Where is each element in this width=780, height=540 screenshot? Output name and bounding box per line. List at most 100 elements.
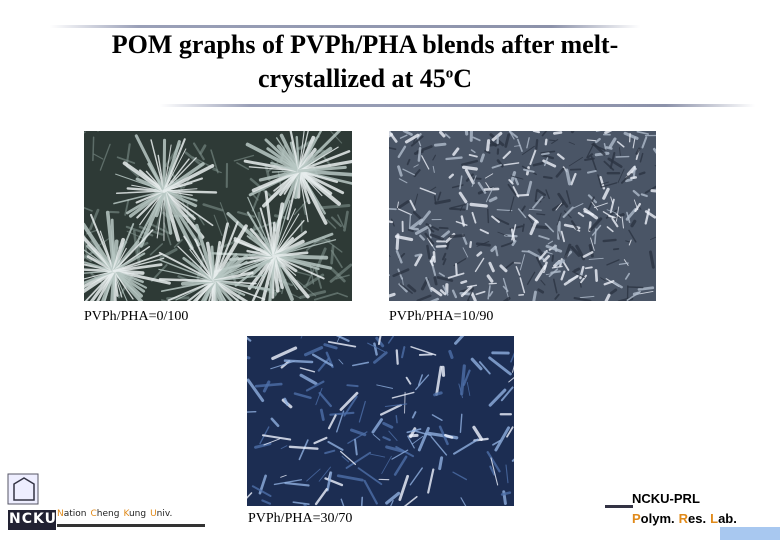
- streak: [337, 214, 345, 228]
- streak: [639, 291, 654, 295]
- streak: [471, 175, 477, 187]
- streak: [620, 172, 632, 184]
- streak: [439, 289, 447, 296]
- streak: [162, 189, 218, 194]
- streak: [433, 142, 447, 147]
- streak: [251, 254, 276, 301]
- streak: [415, 374, 430, 391]
- streak: [182, 256, 216, 283]
- caption: PVPh/PHA=30/70: [248, 511, 353, 526]
- streak: [579, 295, 595, 299]
- streak: [199, 144, 207, 155]
- streak: [233, 154, 255, 162]
- streak: [251, 485, 272, 497]
- streak: [99, 143, 111, 171]
- streak: [389, 220, 394, 224]
- streak: [635, 147, 641, 155]
- streak: [618, 147, 621, 156]
- streak: [409, 467, 423, 486]
- streak: [608, 215, 616, 219]
- streak: [150, 139, 165, 192]
- streak: [444, 433, 454, 439]
- streak: [508, 131, 515, 140]
- streak: [398, 474, 410, 502]
- streak: [398, 178, 408, 184]
- streak: [385, 445, 405, 453]
- streak: [113, 270, 128, 301]
- streak: [485, 182, 490, 189]
- streak: [112, 269, 144, 301]
- streak: [591, 201, 599, 211]
- streak: [427, 224, 433, 231]
- streak: [432, 250, 436, 263]
- streak: [442, 258, 447, 266]
- streak: [389, 132, 394, 138]
- streak: [577, 212, 585, 218]
- streak: [579, 281, 582, 288]
- streak: [536, 188, 547, 197]
- streak: [500, 491, 512, 496]
- streak: [553, 131, 563, 135]
- streak: [488, 388, 507, 407]
- streak: [607, 157, 623, 169]
- streak: [601, 182, 618, 188]
- streak: [441, 252, 447, 261]
- streak: [486, 451, 501, 473]
- title-text: crystallized at 45: [257, 64, 446, 93]
- streak: [555, 259, 565, 266]
- streak: [391, 391, 415, 399]
- streak: [648, 250, 655, 269]
- streak: [431, 414, 443, 421]
- streak: [396, 201, 399, 209]
- streak: [429, 297, 440, 301]
- streak: [587, 170, 597, 174]
- streak: [403, 495, 418, 506]
- streak: [84, 269, 116, 285]
- streak: [163, 148, 187, 192]
- streak: [112, 269, 171, 285]
- streak: [510, 352, 514, 363]
- streak: [397, 208, 412, 216]
- title-line-1: POM graphs of PVPh/PHA blends after melt…: [111, 30, 619, 59]
- streak: [211, 252, 276, 258]
- streak: [162, 189, 198, 208]
- streak: [297, 169, 341, 206]
- streak: [472, 425, 484, 441]
- streak: [436, 276, 454, 282]
- streak: [586, 139, 597, 142]
- streak: [630, 176, 638, 180]
- streak: [624, 272, 631, 280]
- streak: [92, 136, 95, 162]
- streak: [460, 285, 473, 298]
- streak: [296, 271, 311, 276]
- streak: [508, 179, 514, 185]
- streak: [213, 280, 240, 301]
- streak: [424, 232, 435, 245]
- streak: [591, 143, 607, 152]
- streak: [534, 190, 538, 201]
- streak: [338, 359, 344, 365]
- streak: [430, 436, 448, 456]
- streak: [582, 251, 594, 258]
- streak: [641, 136, 648, 149]
- streak: [339, 450, 357, 466]
- streak: [613, 281, 623, 289]
- streak: [273, 208, 296, 257]
- streak: [84, 268, 116, 273]
- streak: [523, 168, 535, 173]
- streak: [644, 185, 656, 194]
- word: Kung: [123, 509, 147, 519]
- streak: [293, 197, 310, 216]
- streak: [628, 132, 631, 143]
- streak: [273, 213, 300, 257]
- streak: [262, 169, 301, 208]
- streak: [512, 365, 514, 373]
- streak: [116, 156, 136, 164]
- streak: [411, 429, 432, 437]
- streak: [610, 288, 618, 295]
- micrograph: [84, 131, 352, 301]
- streak: [319, 408, 325, 421]
- streak: [458, 191, 468, 204]
- streak: [330, 249, 343, 269]
- streak: [402, 131, 413, 136]
